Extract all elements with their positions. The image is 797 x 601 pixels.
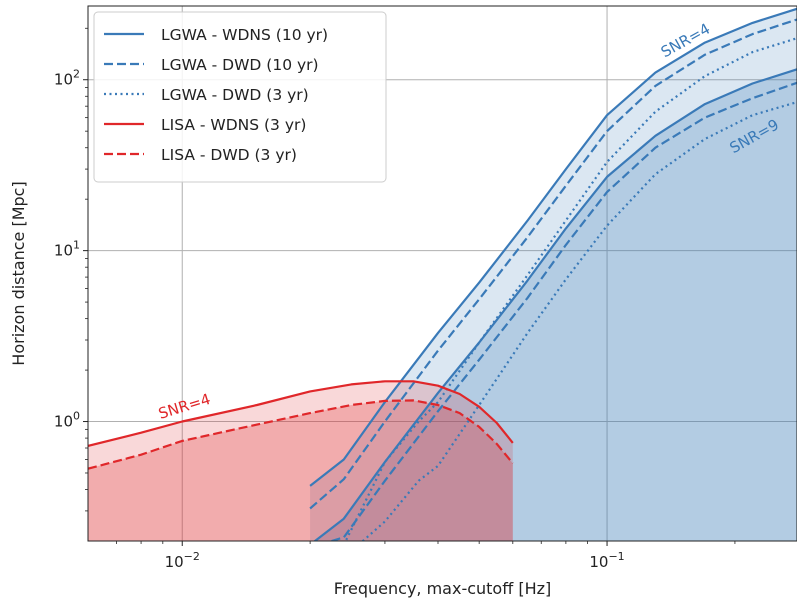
series-1-snr4-line [309,18,797,510]
y-tick-label: 101 [54,239,80,260]
axis-ticks: 10−2 10−1 100 101 102 [54,27,736,571]
legend-entry-0: LGWA - WDNS (10 yr) [161,26,328,44]
legend-box [93,11,387,183]
series-4-snr4-line [88,399,514,470]
series-3-snr4-line [88,380,514,447]
series-0-snr4-line [309,7,797,487]
legend-entry-4: LISA - DWD (3 yr) [161,146,297,164]
y-tick-label: 102 [54,68,80,89]
lgwa-snr9-region [315,69,797,541]
legend-entry-3: LISA - WDNS (3 yr) [161,116,306,134]
legend-entry-1: LGWA - DWD (10 yr) [161,56,319,74]
series-2-snr4-line [344,37,797,541]
lgwa-snr4-region [310,8,797,541]
series-lines [88,7,797,541]
lisa-snr4-region [88,381,513,541]
plot-frame [87,5,797,542]
series-1-snr9-line [327,81,797,541]
y-tick-label: 100 [54,410,80,431]
legend-entry-2: LGWA - DWD (3 yr) [161,86,309,104]
y-axis-label: Horizon distance [Mpc] [9,181,28,365]
series-0-snr9-line [313,68,797,541]
legend: LGWA - WDNS (10 yr) LGWA - DWD (10 yr) LGW… [93,11,387,183]
x-tick-label: 10−1 [589,550,624,571]
x-axis-label: Frequency, max-cutoff [Hz] [334,579,551,598]
x-tick-label: 10−2 [165,550,200,571]
